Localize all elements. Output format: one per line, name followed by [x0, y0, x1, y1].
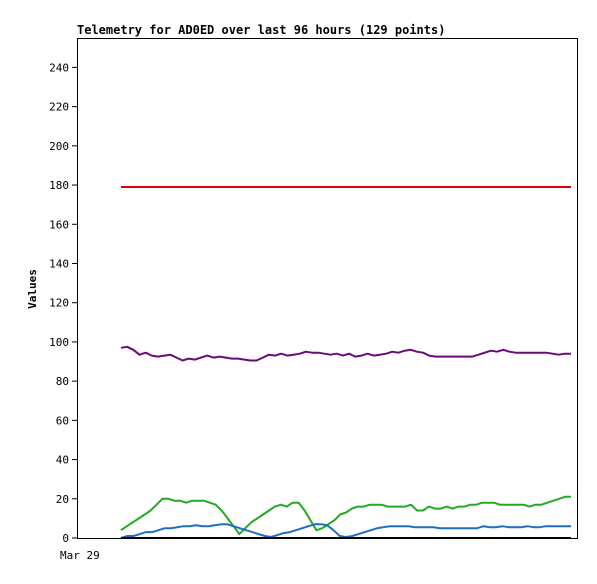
y-tick-label: 160 — [49, 218, 69, 231]
x-ticks: Mar 29 — [60, 549, 100, 562]
y-axis-label: Values — [26, 269, 39, 309]
x-tick-label: Mar 29 — [60, 549, 100, 562]
series-line-3 — [120, 495, 571, 536]
y-tick-label: 60 — [56, 414, 69, 427]
y-tick-label: 180 — [49, 179, 69, 192]
y-ticks: 0 20 40 60 80 100 120 140 160 180 200 220 240 — [49, 61, 77, 545]
y-tick-label: 40 — [56, 454, 69, 467]
chart-title: Telemetry for AD0ED over last 96 hours (… — [77, 23, 445, 37]
y-tick-label: 240 — [49, 61, 69, 74]
y-tick-label: 200 — [49, 140, 69, 153]
y-tick-label: 100 — [49, 336, 69, 349]
series-layer — [120, 186, 571, 539]
y-tick-label: 20 — [56, 493, 69, 506]
y-tick-label: 120 — [49, 297, 69, 310]
y-tick-label: 140 — [49, 257, 69, 270]
series-line-2 — [120, 345, 571, 362]
y-tick-label: 220 — [49, 101, 69, 114]
plot-frame — [77, 38, 578, 539]
y-tick-label: 80 — [56, 375, 69, 388]
y-tick-label: 0 — [62, 532, 69, 545]
